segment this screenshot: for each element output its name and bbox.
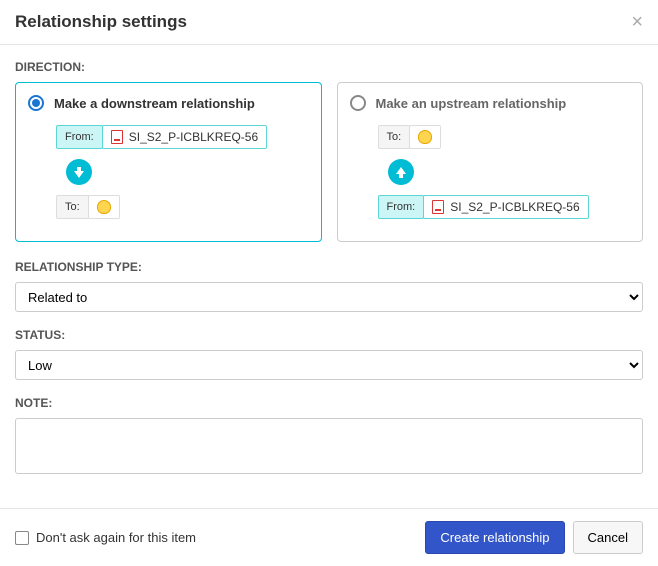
status-select[interactable]: Low [15,350,643,380]
downstream-from-value: SI_S2_P-ICBLKREQ-56 [129,130,258,144]
modal-body: DIRECTION: Make a downstream relationshi… [0,45,658,508]
direction-label: DIRECTION: [15,60,643,74]
upstream-to-item[interactable] [409,125,441,149]
modal-header: Relationship settings × [0,0,658,45]
panel-upstream-header: Make an upstream relationship [350,95,631,111]
status-label: STATUS: [15,328,643,342]
panel-upstream[interactable]: Make an upstream relationship To: From: … [337,82,644,242]
document-icon [111,130,123,144]
note-group: NOTE: [15,396,643,477]
relationship-type-label: RELATIONSHIP TYPE: [15,260,643,274]
note-textarea[interactable] [15,418,643,474]
dont-ask-label: Don't ask again for this item [36,530,196,545]
panel-downstream-header: Make a downstream relationship [28,95,309,111]
modal-title: Relationship settings [15,12,187,32]
panel-downstream[interactable]: Make a downstream relationship From: SI_… [15,82,322,242]
upstream-from-row: From: SI_S2_P-ICBLKREQ-56 [378,195,631,219]
relationship-type-group: RELATIONSHIP TYPE: Related to [15,260,643,312]
status-group: STATUS: Low [15,328,643,380]
upstream-to-row: To: [378,125,631,149]
radio-downstream[interactable] [28,95,44,111]
dont-ask-checkbox[interactable] [15,531,29,545]
arrow-down-icon [66,159,92,185]
panel-upstream-title: Make an upstream relationship [376,96,567,111]
dont-ask-row[interactable]: Don't ask again for this item [15,530,417,545]
downstream-to-row: To: [56,195,309,219]
relationship-type-select[interactable]: Related to [15,282,643,312]
close-icon[interactable]: × [631,12,643,32]
bulb-icon [97,200,111,214]
downstream-to-item[interactable] [88,195,120,219]
downstream-from-row: From: SI_S2_P-ICBLKREQ-56 [56,125,309,149]
upstream-from-value: SI_S2_P-ICBLKREQ-56 [450,200,579,214]
arrow-up-icon [388,159,414,185]
create-relationship-button[interactable]: Create relationship [425,521,564,554]
upstream-from-item[interactable]: SI_S2_P-ICBLKREQ-56 [423,195,588,219]
radio-upstream[interactable] [350,95,366,111]
note-label: NOTE: [15,396,643,410]
cancel-button[interactable]: Cancel [573,521,643,554]
modal-footer: Don't ask again for this item Create rel… [0,508,658,566]
to-label: To: [378,125,411,149]
downstream-from-item[interactable]: SI_S2_P-ICBLKREQ-56 [102,125,267,149]
direction-panels: Make a downstream relationship From: SI_… [15,82,643,242]
from-label: From: [56,125,103,149]
to-label: To: [56,195,89,219]
panel-downstream-title: Make a downstream relationship [54,96,255,111]
bulb-icon [418,130,432,144]
document-icon [432,200,444,214]
from-label: From: [378,195,425,219]
